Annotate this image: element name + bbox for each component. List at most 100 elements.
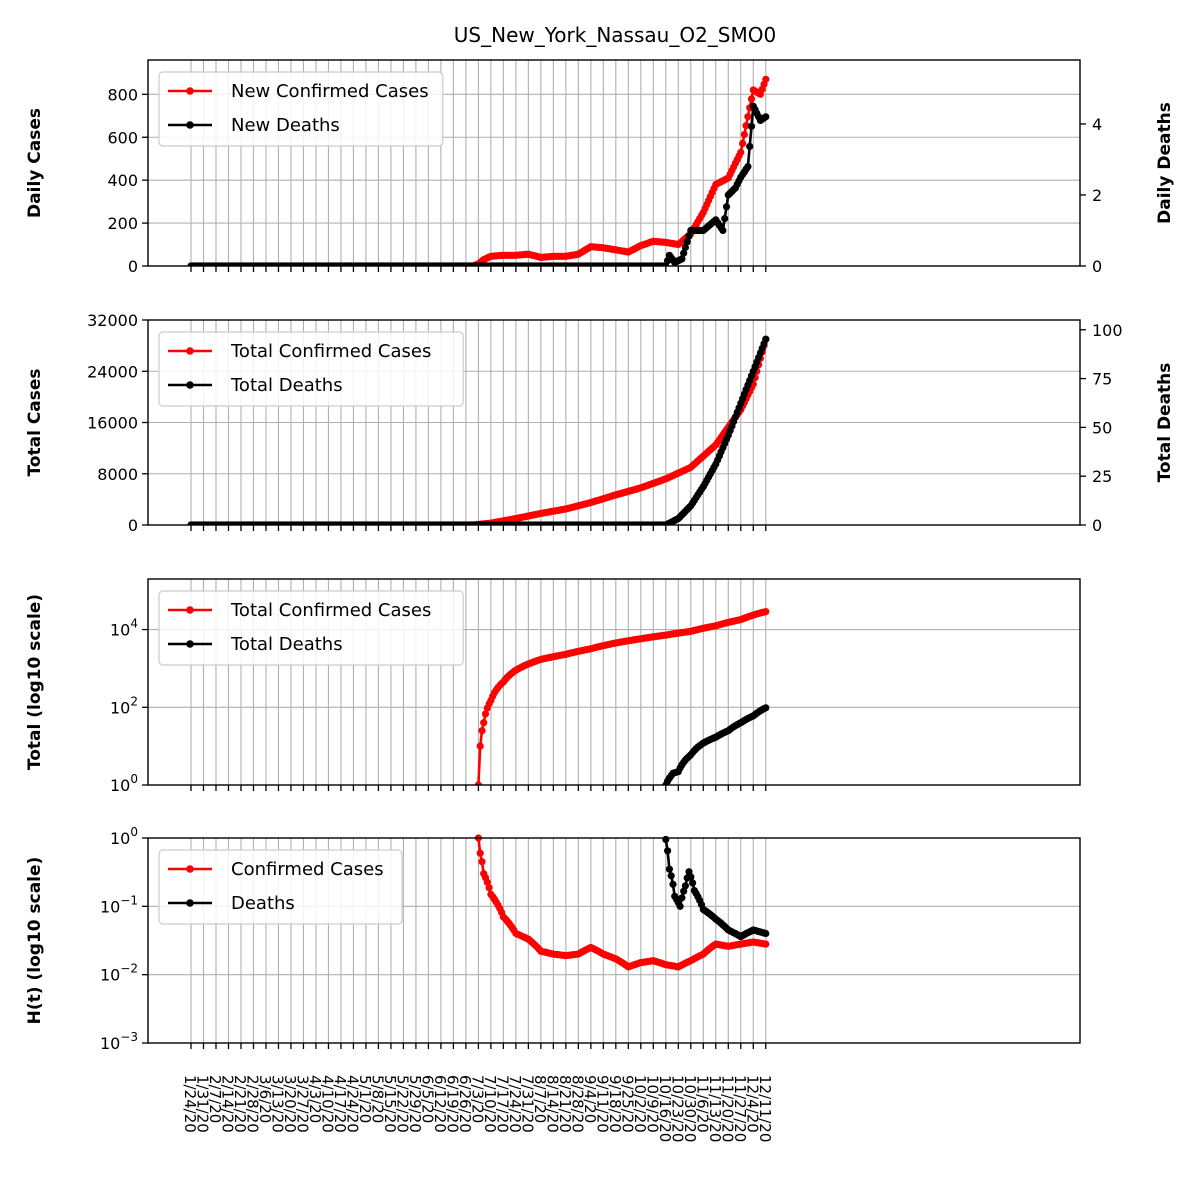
y-tick-label: 104 <box>110 617 138 640</box>
data-point <box>744 113 752 121</box>
series-deaths <box>662 835 770 941</box>
y-right-tick-label: 75 <box>1092 370 1112 389</box>
series-total-confirmed-cases <box>474 608 770 785</box>
panel-daily: 0 200 400 600 800 0 2 4 Daily Deaths Daily Cases N… <box>25 59 1175 276</box>
legend-swatch-marker <box>186 121 194 129</box>
y-tick-label: 0 <box>128 257 138 276</box>
x-tick-label: 2/7/20 <box>206 1075 224 1123</box>
y-tick-label: 16000 <box>87 414 138 433</box>
data-point <box>478 727 486 735</box>
y-tick-label: 10−3 <box>100 1030 138 1053</box>
data-point <box>689 879 697 887</box>
x-tick-label: 10/2/20 <box>631 1075 649 1133</box>
data-point <box>762 704 770 712</box>
data-point <box>485 884 493 892</box>
y-tick-label: 600 <box>107 128 138 147</box>
x-tick-label: 6/26/20 <box>456 1075 474 1133</box>
data-point <box>683 238 691 246</box>
series-total-deaths <box>187 335 770 525</box>
y-right-tick-label: 100 <box>1092 321 1123 340</box>
series-confirmed-cases <box>474 834 770 971</box>
legend-box <box>158 590 464 666</box>
chart-title: US_New_York_Nassau_O2_SMO0 <box>454 23 776 47</box>
data-point <box>681 243 690 252</box>
legend-label: Total Confirmed Cases <box>230 341 431 362</box>
data-point <box>746 142 754 150</box>
x-tick-label: 10/16/20 <box>656 1075 674 1142</box>
x-tick-label: 5/15/20 <box>381 1075 399 1133</box>
x-tick-label: 3/20/20 <box>281 1075 299 1133</box>
y-tick-label: 200 <box>107 214 138 233</box>
legend-swatch-marker <box>186 87 194 95</box>
legend-label: New Deaths <box>231 115 340 136</box>
x-tick-label: 12/4/20 <box>743 1075 761 1133</box>
legend-box <box>158 71 444 147</box>
data-point <box>476 849 484 857</box>
legend-swatch-marker <box>186 899 194 907</box>
x-tick-label: 11/13/20 <box>706 1075 724 1142</box>
data-point <box>685 232 693 240</box>
x-tick-label: 10/23/20 <box>668 1075 686 1142</box>
legend-swatch-marker <box>186 865 194 873</box>
x-tick-label: 4/3/20 <box>306 1075 324 1123</box>
x-tick-label: 6/12/20 <box>431 1075 449 1133</box>
data-point <box>483 878 491 886</box>
y-axis-label: Daily Cases <box>25 108 45 218</box>
panel-total: 0 8000 16000 24000 32000 0 25 50 75 100 Total Deat… <box>25 311 1175 535</box>
x-tick-label: 5/29/20 <box>406 1075 424 1133</box>
data-point <box>762 113 770 121</box>
legend-box <box>158 849 403 925</box>
x-tick-label: 7/3/20 <box>468 1075 486 1123</box>
data-point <box>762 608 770 616</box>
data-point <box>676 902 684 910</box>
x-tick-label: 1/24/20 <box>181 1075 199 1133</box>
axes-frame <box>147 319 1081 526</box>
y-tick-label: 102 <box>110 694 138 717</box>
data-point <box>480 719 488 727</box>
y-tick-label: 8000 <box>97 465 138 484</box>
data-point <box>742 122 750 130</box>
y-right-axis-label: Daily Deaths <box>1155 102 1175 224</box>
panel-ht: 10−3 10−2 10−1 100 H(t) (log10 scale) Confirm… <box>25 825 1081 1053</box>
legend-swatch-marker <box>186 606 194 614</box>
data-point <box>678 255 686 263</box>
x-tick-labels: 1/24/201/31/202/7/202/14/202/21/202/28/2… <box>181 1075 774 1142</box>
y-tick-label: 100 <box>110 825 138 848</box>
x-tick-label: 8/7/20 <box>531 1075 549 1123</box>
legend-label: Deaths <box>231 893 295 914</box>
x-tick-label: 11/20/20 <box>718 1075 736 1142</box>
axes-frame <box>147 837 1081 1044</box>
data-point <box>478 858 486 866</box>
x-tick-label: 2/14/20 <box>218 1075 236 1133</box>
y-tick-label: 10−1 <box>100 893 138 916</box>
x-tick-label: 12/11/20 <box>756 1075 774 1142</box>
x-tick-label: 10/30/20 <box>681 1075 699 1142</box>
legend-swatch-marker <box>186 381 194 389</box>
y-right-axis-label: Total Deaths <box>1155 363 1175 483</box>
x-tick-label: 3/6/20 <box>256 1075 274 1123</box>
x-tick-label: 9/18/20 <box>606 1075 624 1133</box>
series-line <box>477 610 767 785</box>
x-tick-label: 4/10/20 <box>318 1075 336 1133</box>
data-point <box>740 130 749 139</box>
axes-frame <box>147 578 1081 786</box>
y-tick-label: 400 <box>107 171 138 190</box>
x-tick-label: 3/27/20 <box>293 1075 311 1133</box>
legend-box <box>158 331 464 407</box>
legend-label: Total Deaths <box>230 634 343 655</box>
series-new-deaths <box>187 101 770 266</box>
data-point <box>719 226 727 235</box>
y-tick-label: 24000 <box>87 362 138 381</box>
data-point <box>680 249 688 257</box>
x-tick-label: 11/6/20 <box>693 1075 711 1133</box>
data-point <box>747 122 756 130</box>
x-tick-label: 8/21/20 <box>556 1075 574 1133</box>
data-point <box>669 880 677 888</box>
panel-log: 100 102 104 Total (log10 scale) Total Confir… <box>25 578 1081 795</box>
x-tick-label: 7/31/20 <box>518 1075 536 1133</box>
legend: Total Confirmed Cases Total Deaths <box>158 590 464 666</box>
x-tick-label: 5/22/20 <box>393 1075 411 1133</box>
x-tick-label: 5/8/20 <box>368 1075 386 1123</box>
x-tick-label: 2/28/20 <box>243 1075 261 1133</box>
